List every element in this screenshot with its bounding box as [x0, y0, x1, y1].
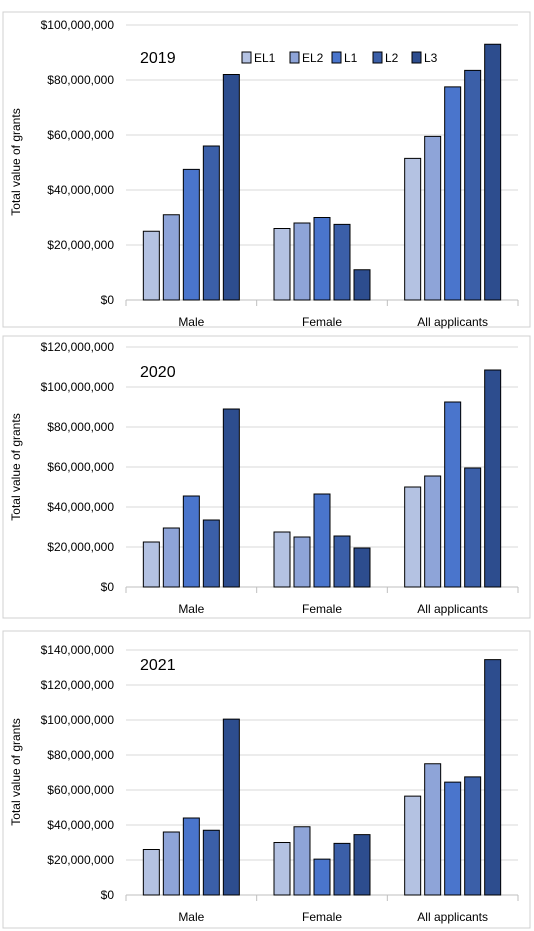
y-tick-label: $0	[101, 580, 115, 594]
y-tick-label: $80,000,000	[47, 420, 114, 434]
bar-l2-female	[333, 842, 351, 896]
bar-el1-male	[142, 849, 160, 896]
x-category-label: Female	[302, 602, 342, 616]
bar-l1-female	[313, 858, 331, 896]
chart-title: 2020	[140, 364, 176, 381]
x-category-label: All applicants	[417, 602, 488, 616]
chart-panel-2020: $0 $20,000,000 $40,000,000 $60,000,000 $80,0…	[2, 335, 531, 619]
bar-l1-male	[182, 168, 200, 301]
bar-l2-male	[202, 145, 220, 301]
legend-swatch-l1	[331, 51, 342, 64]
y-axis-title: Total value of grants	[9, 108, 23, 215]
legend-label-l3: L3	[424, 51, 438, 65]
bar-el2-female	[293, 826, 311, 896]
bar-el1-male	[142, 541, 160, 588]
legend-label-l2: L2	[385, 51, 399, 65]
bar-l2-male	[202, 829, 220, 896]
legend-label-l1: L1	[344, 51, 358, 65]
bar-el1-female	[273, 842, 291, 896]
y-tick-label: $60,000,000	[47, 460, 114, 474]
y-tick-label: $0	[101, 888, 115, 902]
bar-el1-female	[273, 531, 291, 588]
chart-panel-2021: $0 $20,000,000 $40,000,000 $60,000,000 $80,0…	[2, 630, 531, 929]
x-category-label: Male	[178, 315, 204, 329]
bar-l1-all-applicants	[444, 781, 462, 896]
x-category-label: Female	[302, 910, 342, 924]
chart-frame	[2, 630, 531, 929]
bar-l1-female	[313, 493, 331, 588]
bar-el2-female	[293, 536, 311, 588]
y-tick-label: $60,000,000	[47, 128, 114, 142]
bar-l1-male	[182, 495, 200, 588]
y-tick-label: $20,000,000	[47, 540, 114, 554]
bar-el1-all-applicants	[404, 157, 422, 301]
bar-l3-all-applicants	[484, 369, 502, 588]
bar-l2-all-applicants	[464, 776, 482, 896]
y-tick-label: $20,000,000	[47, 853, 114, 867]
bar-l1-all-applicants	[444, 401, 462, 588]
bar-el2-all-applicants	[424, 135, 442, 301]
bar-l3-all-applicants	[484, 659, 502, 896]
bar-l2-male	[202, 519, 220, 588]
bar-el2-male	[162, 214, 180, 301]
legend-swatch-l2	[372, 51, 383, 64]
y-tick-label: $80,000,000	[47, 73, 114, 87]
x-category-label: All applicants	[417, 910, 488, 924]
x-category-label: Male	[178, 910, 204, 924]
bar-l3-female	[353, 547, 371, 588]
y-tick-label: $20,000,000	[47, 238, 114, 252]
bar-el2-male	[162, 527, 180, 588]
legend-swatch-l3	[411, 51, 422, 64]
bar-l1-female	[313, 217, 331, 301]
bar-el1-all-applicants	[404, 486, 422, 588]
y-tick-label: $0	[101, 293, 115, 307]
y-axis-title: Total value of grants	[9, 413, 23, 520]
y-tick-label: $80,000,000	[47, 748, 114, 762]
y-tick-label: $40,000,000	[47, 500, 114, 514]
legend: EL1 EL2 L1 L2 L3	[241, 51, 438, 65]
bar-l1-male	[182, 817, 200, 896]
y-tick-label: $120,000,000	[41, 340, 115, 354]
legend-label-el1: EL1	[254, 51, 276, 65]
chart-frame	[2, 11, 531, 328]
legend-swatch-el1	[241, 51, 252, 64]
y-tick-label: $40,000,000	[47, 183, 114, 197]
x-category-label: Female	[302, 315, 342, 329]
x-category-label: All applicants	[417, 315, 488, 329]
bar-l2-female	[333, 535, 351, 588]
legend-swatch-el2	[289, 51, 300, 64]
y-tick-label: $100,000,000	[41, 380, 115, 394]
bar-el2-all-applicants	[424, 475, 442, 588]
bar-el2-male	[162, 831, 180, 896]
x-category-label: Male	[178, 602, 204, 616]
bar-l2-all-applicants	[464, 467, 482, 588]
chart-title: 2021	[140, 657, 176, 674]
bar-el2-all-applicants	[424, 763, 442, 896]
bar-el1-all-applicants	[404, 795, 422, 896]
y-tick-label: $120,000,000	[41, 678, 115, 692]
bar-el2-female	[293, 222, 311, 301]
bar-l3-female	[353, 834, 371, 896]
bar-l3-male	[222, 74, 240, 301]
bar-l2-female	[333, 223, 351, 301]
bar-l3-male	[222, 718, 240, 896]
bar-l2-all-applicants	[464, 69, 482, 301]
chart-title: 2019	[140, 50, 176, 67]
chart-panel-2019: $0 $20,000,000 $40,000,000 $60,000,000 $80,0…	[2, 11, 531, 329]
bar-el1-female	[273, 228, 291, 301]
bar-l3-male	[222, 408, 240, 588]
bar-l1-all-applicants	[444, 86, 462, 301]
y-axis-title: Total value of grants	[9, 718, 23, 825]
bar-el1-male	[142, 230, 160, 301]
y-tick-label: $60,000,000	[47, 783, 114, 797]
y-tick-label: $140,000,000	[41, 643, 115, 657]
y-tick-label: $100,000,000	[41, 713, 115, 727]
y-tick-label: $40,000,000	[47, 818, 114, 832]
legend-label-el2: EL2	[302, 51, 324, 65]
bar-l3-female	[353, 269, 371, 301]
bar-l3-all-applicants	[484, 43, 502, 301]
chart-frame	[2, 335, 531, 619]
y-tick-label: $100,000,000	[41, 18, 115, 32]
